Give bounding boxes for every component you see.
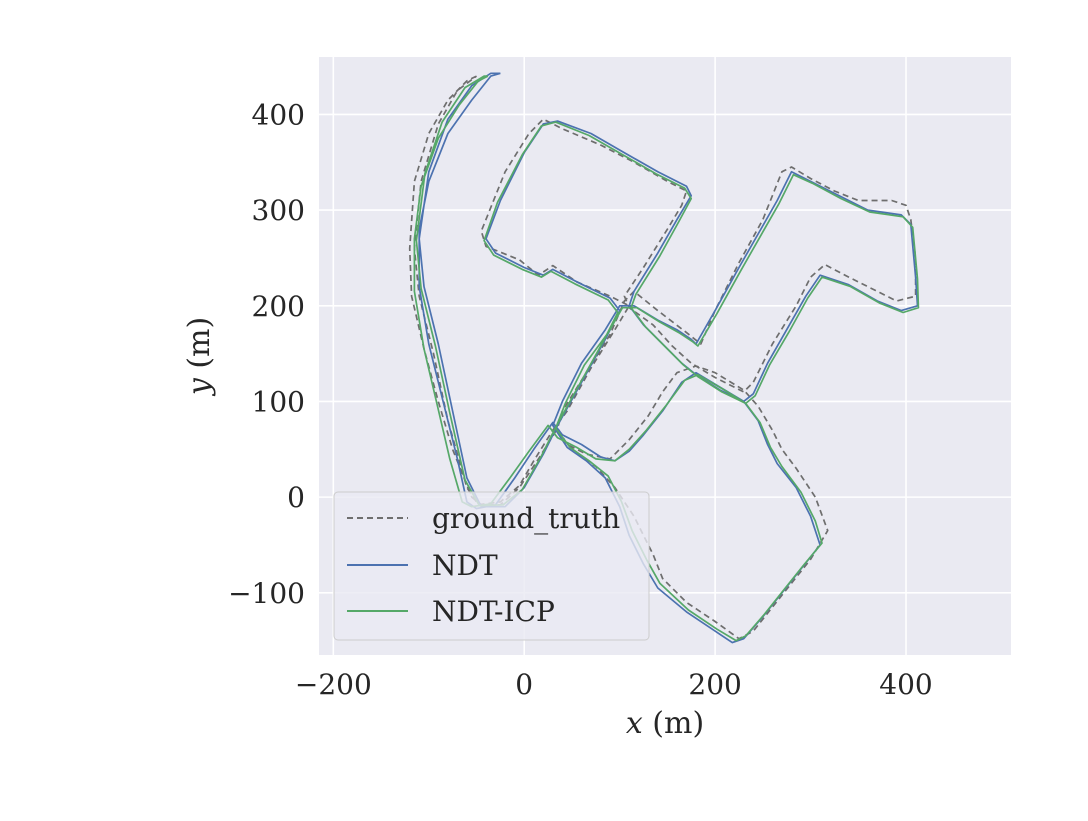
series-line-ndt bbox=[418, 72, 919, 644]
legend-label-ndt: NDT bbox=[432, 549, 498, 582]
grid bbox=[319, 57, 1011, 655]
legend-box bbox=[333, 491, 650, 641]
legend: ground_truth NDT NDT-ICP bbox=[333, 491, 650, 641]
x-axis-label: x (m) bbox=[626, 706, 704, 741]
y-tick-label: −100 bbox=[228, 577, 305, 610]
series-line-ndt-icp bbox=[413, 75, 920, 642]
y-axis-unit: (m) bbox=[182, 317, 217, 378]
x-tick-label: −200 bbox=[295, 668, 372, 701]
x-tick-label: 400 bbox=[879, 668, 932, 701]
y-tick-label: 400 bbox=[252, 98, 305, 131]
y-tick-label: 200 bbox=[252, 290, 305, 323]
x-axis-unit: (m) bbox=[643, 706, 704, 741]
x-tick-label: 0 bbox=[515, 668, 533, 701]
y-tick-label: 300 bbox=[252, 194, 305, 227]
x-axis-var: x bbox=[626, 706, 643, 741]
legend-label-ndt-icp: NDT-ICP bbox=[432, 595, 555, 628]
y-axis-var: y bbox=[182, 377, 217, 397]
ticks: −200 0 200 400 −100 0 100 200 300 400 bbox=[228, 98, 933, 701]
legend-label-ground-truth: ground_truth bbox=[432, 502, 620, 535]
y-tick-label: 100 bbox=[252, 385, 305, 418]
x-tick-label: 200 bbox=[688, 668, 741, 701]
y-tick-label: 0 bbox=[287, 481, 305, 514]
y-axis-label: y (m) bbox=[182, 317, 217, 397]
series-layer bbox=[408, 72, 920, 644]
